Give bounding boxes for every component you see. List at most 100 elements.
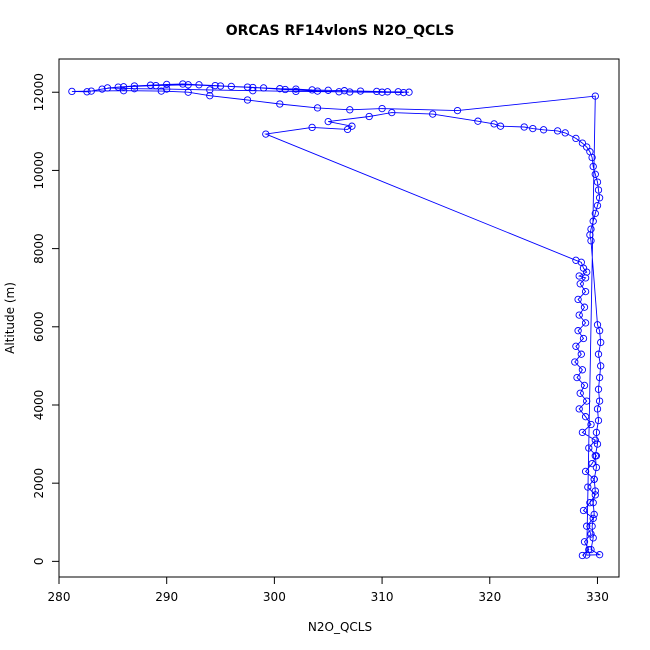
data-point <box>595 551 604 559</box>
data-point <box>586 499 594 507</box>
data-point <box>262 130 270 138</box>
data-layer <box>68 80 605 560</box>
data-point <box>195 81 203 89</box>
data-point <box>249 83 257 92</box>
data-point <box>553 127 562 135</box>
data-point <box>593 178 602 186</box>
data-point <box>211 81 219 90</box>
y-axis-label: Altitude (m) <box>3 282 17 354</box>
data-point <box>587 530 595 538</box>
data-point <box>399 88 408 97</box>
data-point <box>593 405 602 413</box>
data-point <box>163 80 171 89</box>
data-point <box>292 87 300 96</box>
data-point <box>572 342 580 350</box>
data-point <box>589 534 597 542</box>
data-point <box>593 440 602 448</box>
data-point <box>308 123 316 132</box>
data-point <box>578 551 587 560</box>
data-point <box>313 104 322 112</box>
data-point <box>578 428 587 437</box>
data-point <box>249 87 257 95</box>
data-point <box>575 405 583 413</box>
data-point <box>583 397 591 405</box>
data-point <box>348 122 356 130</box>
data-point <box>520 123 528 131</box>
x-tick-label: 290 <box>155 590 178 604</box>
data-point <box>580 303 589 311</box>
data-point <box>394 88 402 96</box>
data-point <box>580 538 589 546</box>
data-point <box>591 452 599 460</box>
data-point <box>206 92 214 100</box>
data-point <box>581 319 590 327</box>
data-point <box>179 80 187 88</box>
data-point <box>324 86 332 94</box>
data-point <box>243 83 252 91</box>
y-tick-label: 4000 <box>32 390 46 421</box>
data-point <box>594 385 603 393</box>
x-tick-label: 330 <box>586 590 609 604</box>
data-point <box>276 85 284 93</box>
data-point <box>365 112 373 121</box>
data-point <box>313 87 322 95</box>
data-point <box>595 397 604 405</box>
data-point <box>587 237 595 245</box>
data-point <box>574 327 582 335</box>
data-point <box>578 139 587 147</box>
data-point <box>130 85 139 93</box>
data-point <box>591 170 599 178</box>
data-point <box>594 186 603 194</box>
data-point <box>292 85 300 93</box>
series-line <box>71 83 602 556</box>
data-point <box>576 389 584 397</box>
data-point <box>579 506 588 515</box>
data-point <box>340 87 349 95</box>
data-point <box>591 491 599 499</box>
data-point <box>539 126 548 134</box>
data-point <box>581 413 590 421</box>
data-point <box>581 287 590 296</box>
data-point <box>573 373 581 382</box>
data-point <box>589 162 597 171</box>
data-point <box>276 100 284 108</box>
data-point <box>572 256 580 264</box>
data-point <box>588 153 596 162</box>
data-point <box>98 85 106 93</box>
data-point <box>590 475 598 483</box>
plot-frame <box>58 58 620 578</box>
data-point <box>146 81 155 89</box>
data-point <box>574 295 582 304</box>
data-point <box>130 82 139 90</box>
data-point <box>356 87 365 95</box>
data-point <box>243 96 252 104</box>
y-axis: 0 2000 4000 6000 8000 10000 12000 <box>32 73 59 565</box>
data-point <box>576 280 584 288</box>
data-point <box>581 467 590 476</box>
data-point <box>119 83 128 91</box>
data-point <box>378 104 386 113</box>
y-tick-label: 6000 <box>32 312 46 343</box>
data-point <box>587 225 595 233</box>
data-point <box>571 358 579 366</box>
data-point <box>591 209 599 218</box>
data-point <box>591 487 599 495</box>
data-point <box>388 108 396 117</box>
data-point <box>405 88 413 96</box>
data-point <box>585 444 593 452</box>
data-point <box>589 217 597 225</box>
data-point <box>597 338 605 347</box>
data-point <box>591 436 599 444</box>
data-point <box>529 124 537 133</box>
x-tick-label: 300 <box>263 590 286 604</box>
data-point <box>184 88 192 96</box>
data-point <box>589 514 597 523</box>
data-point <box>583 522 591 530</box>
data-point <box>453 106 462 115</box>
data-point <box>593 201 602 210</box>
x-tick-label: 280 <box>48 590 71 604</box>
x-axis: 280 290 300 310 320 330 <box>48 577 609 604</box>
data-point <box>577 350 585 358</box>
x-axis-label: N2O_QCLS <box>308 620 372 634</box>
data-point <box>575 311 583 319</box>
